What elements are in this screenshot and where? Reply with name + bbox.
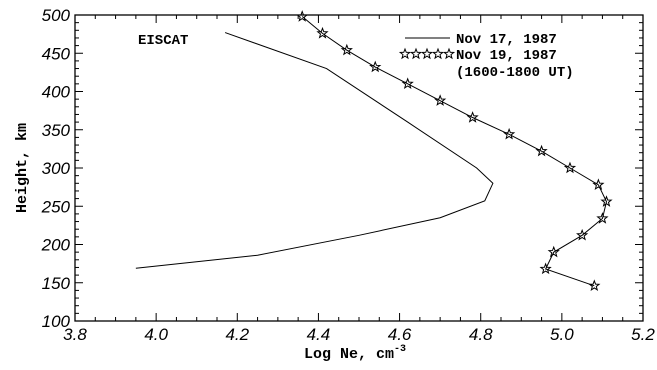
eiscat-annotation: EISCAT bbox=[138, 33, 188, 49]
series-2-point bbox=[539, 262, 552, 275]
series-2-point bbox=[576, 228, 589, 241]
series-2-point bbox=[563, 161, 577, 174]
series-2-point bbox=[340, 43, 353, 56]
series-2-point bbox=[592, 178, 605, 191]
y-tick-label: 350 bbox=[42, 121, 71, 140]
legend-star-marker bbox=[431, 47, 445, 60]
y-tick-label: 500 bbox=[42, 6, 71, 25]
y-axis-title: Height, km bbox=[14, 123, 31, 213]
y-tick-label: 100 bbox=[42, 312, 71, 331]
x-tick-label: 4.8 bbox=[469, 325, 493, 344]
series-2-point bbox=[600, 195, 613, 207]
legend: Nov 17, 1987 Nov 19, 1987 (1600-1800 UT) bbox=[398, 32, 574, 81]
axes: 3.8 4.0 4.2 4.4 4.6 4.8 5.0 5.2 100 150 200 250 300 3… bbox=[41, 6, 656, 344]
legend-note: (1600-1800 UT) bbox=[456, 65, 574, 81]
x-tick-label: 3.8 bbox=[63, 325, 87, 344]
y-tick-label: 400 bbox=[42, 83, 71, 102]
legend-star-marker bbox=[409, 47, 423, 60]
series-2-point bbox=[434, 94, 447, 106]
x-tick-label: 4.6 bbox=[388, 325, 412, 344]
series-2-point bbox=[503, 127, 516, 140]
series-line-1 bbox=[135, 32, 494, 269]
series-2-point bbox=[535, 144, 548, 157]
legend-label-nov17: Nov 17, 1987 bbox=[456, 32, 557, 48]
plot-frame bbox=[74, 14, 644, 322]
series-2-point bbox=[401, 77, 414, 90]
x-axis-title: Log Ne, cm-3 bbox=[304, 344, 406, 363]
y-tick-label: 150 bbox=[42, 274, 71, 293]
y-tick-label: 250 bbox=[41, 197, 71, 216]
legend-label-nov19: Nov 19, 1987 bbox=[456, 48, 557, 64]
x-axis-title-text: Log Ne, cm bbox=[304, 346, 394, 363]
x-tick-label: 5.0 bbox=[550, 325, 574, 344]
y-tick-label: 450 bbox=[42, 44, 71, 63]
legend-star-marker bbox=[442, 47, 456, 60]
legend-star-swatch bbox=[398, 47, 456, 60]
series-2-point bbox=[547, 245, 560, 258]
series-2-point bbox=[596, 212, 609, 224]
series-line-2 bbox=[301, 16, 608, 287]
series-2-point bbox=[588, 279, 601, 292]
x-tick-label: 5.2 bbox=[631, 325, 655, 344]
series-2-point bbox=[466, 111, 479, 123]
x-tick-label: 4.2 bbox=[225, 325, 249, 344]
x-tick-label: 4.4 bbox=[307, 325, 331, 344]
series-2-point bbox=[316, 26, 329, 39]
series-2-point bbox=[296, 10, 309, 22]
legend-star-marker bbox=[398, 47, 412, 60]
legend-star-marker bbox=[420, 47, 434, 60]
x-axis-title-superscript: -3 bbox=[394, 344, 406, 355]
y-tick-label: 300 bbox=[42, 159, 71, 178]
series-2-point bbox=[369, 60, 382, 73]
y-tick-label: 200 bbox=[41, 236, 71, 255]
series-layer bbox=[135, 10, 613, 292]
x-tick-label: 4.0 bbox=[144, 325, 168, 344]
